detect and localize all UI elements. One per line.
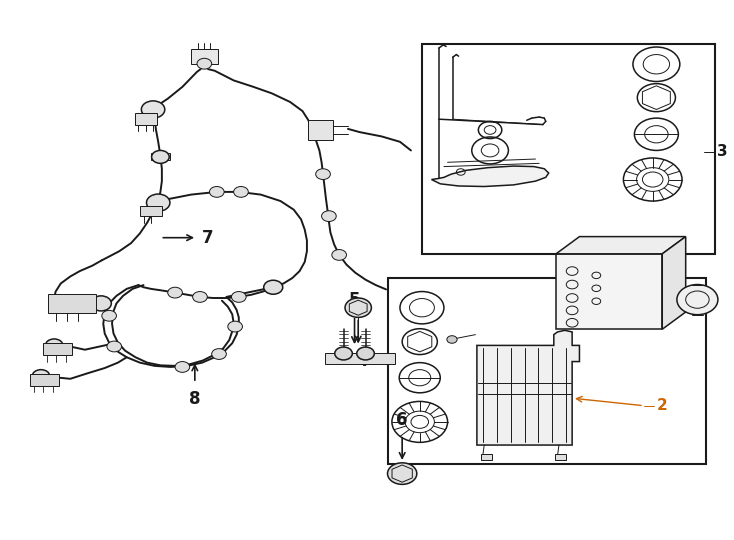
Circle shape <box>233 186 248 197</box>
Text: 1: 1 <box>645 272 656 287</box>
Bar <box>191 49 217 64</box>
Circle shape <box>192 292 207 302</box>
Bar <box>556 254 662 329</box>
Circle shape <box>335 347 352 360</box>
Bar <box>481 454 492 460</box>
Circle shape <box>388 463 417 484</box>
Polygon shape <box>556 237 686 254</box>
Text: 2: 2 <box>656 398 667 413</box>
Bar <box>135 113 157 125</box>
Circle shape <box>345 298 371 318</box>
Bar <box>388 278 706 464</box>
Circle shape <box>231 292 246 302</box>
Circle shape <box>46 339 63 352</box>
Polygon shape <box>477 330 579 445</box>
Circle shape <box>321 211 336 221</box>
Bar <box>30 374 59 386</box>
Text: 6: 6 <box>396 411 408 429</box>
Bar <box>140 206 162 216</box>
Circle shape <box>168 287 182 298</box>
Bar <box>151 153 170 160</box>
Bar <box>555 454 565 460</box>
Circle shape <box>677 285 718 315</box>
Text: 7: 7 <box>201 228 213 247</box>
Polygon shape <box>662 237 686 329</box>
Bar <box>325 354 395 364</box>
Circle shape <box>142 101 165 118</box>
Circle shape <box>447 336 457 343</box>
Text: 4: 4 <box>356 352 368 370</box>
Bar <box>422 44 715 254</box>
Circle shape <box>32 370 50 382</box>
Circle shape <box>147 194 170 211</box>
Circle shape <box>91 296 112 311</box>
Circle shape <box>357 347 374 360</box>
Circle shape <box>228 321 242 332</box>
Polygon shape <box>432 166 549 186</box>
Bar <box>48 294 96 313</box>
Circle shape <box>107 341 122 352</box>
Text: 5: 5 <box>349 291 360 309</box>
Circle shape <box>102 310 117 321</box>
Bar <box>43 343 73 355</box>
Circle shape <box>209 186 224 197</box>
Circle shape <box>152 151 170 164</box>
Bar <box>308 120 333 140</box>
Circle shape <box>211 349 226 360</box>
Circle shape <box>264 280 283 294</box>
Circle shape <box>316 168 330 179</box>
Text: 3: 3 <box>717 144 728 159</box>
Circle shape <box>332 249 346 260</box>
Circle shape <box>197 58 211 69</box>
Circle shape <box>175 362 189 373</box>
Text: 8: 8 <box>189 389 200 408</box>
